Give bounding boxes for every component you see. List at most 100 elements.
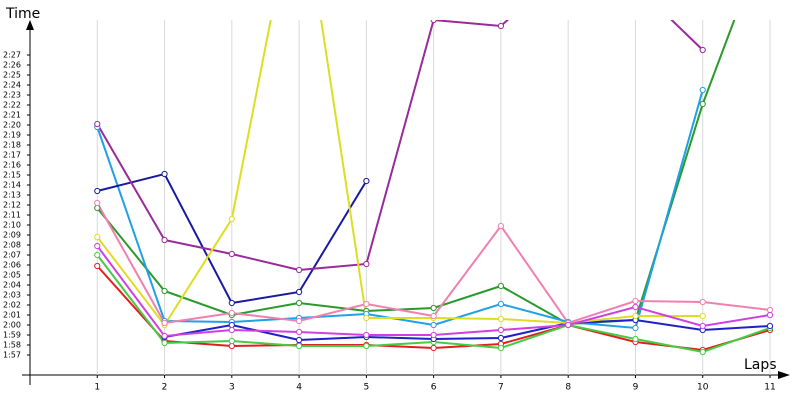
point — [699, 322, 706, 330]
point — [766, 322, 774, 330]
y-tick-label: 2:26 — [3, 61, 21, 70]
point — [228, 250, 235, 258]
point — [632, 324, 639, 332]
y-tick-label: 2:10 — [3, 221, 21, 230]
x-tick-label: 5 — [363, 383, 369, 393]
point — [699, 86, 706, 94]
y-tick-label: 2:06 — [3, 261, 21, 270]
y-tick-label: 2:21 — [3, 111, 21, 120]
point — [699, 46, 706, 54]
point — [228, 321, 235, 329]
y-tick-label: 2:24 — [3, 81, 21, 90]
point — [766, 306, 774, 314]
y-tick-label: 2:22 — [3, 101, 21, 110]
point — [228, 342, 235, 350]
point — [295, 266, 303, 274]
point — [766, 311, 774, 319]
x-tick-label: 11 — [764, 383, 775, 393]
point — [699, 298, 706, 306]
y-tick-label: 2:09 — [3, 231, 21, 240]
point — [228, 337, 235, 345]
y-tick-label: 2:03 — [3, 291, 21, 300]
y-tick-label: 2:04 — [3, 281, 21, 290]
point — [228, 309, 235, 317]
point — [632, 297, 639, 305]
point — [94, 233, 101, 241]
point — [497, 344, 505, 352]
point — [161, 170, 168, 178]
x-tick-label: 6 — [431, 383, 437, 393]
point — [430, 331, 437, 339]
point — [632, 335, 639, 343]
point — [295, 336, 303, 344]
point — [94, 120, 101, 128]
y-tick-label: 2:17 — [3, 151, 21, 160]
point — [295, 328, 303, 336]
y-tick-label: 2:20 — [3, 121, 21, 130]
x-axis-label: Laps — [744, 357, 777, 373]
x-tick-label: 8 — [565, 383, 571, 393]
series-line — [164, 318, 771, 342]
y-tick-label: 2:13 — [3, 191, 21, 200]
point — [161, 287, 168, 295]
y-tick-label: 2:02 — [3, 301, 21, 310]
point — [497, 315, 505, 323]
x-axis-arrow — [778, 371, 790, 379]
point — [228, 299, 235, 307]
point — [632, 303, 639, 311]
y-tick-label: 2:00 — [3, 321, 21, 330]
point — [363, 177, 370, 185]
point — [497, 334, 505, 342]
series-line — [96, 20, 703, 327]
point — [430, 20, 437, 24]
point — [295, 299, 303, 307]
point — [497, 282, 505, 290]
point — [94, 262, 101, 270]
x-tick-label: 3 — [229, 383, 235, 393]
point — [161, 332, 168, 340]
point — [632, 312, 639, 320]
point — [430, 312, 437, 320]
point — [699, 312, 706, 320]
point — [94, 199, 101, 207]
y-tick-label: 1:58 — [3, 341, 21, 350]
point — [161, 236, 168, 244]
x-tick-label: 4 — [296, 383, 302, 393]
point — [295, 288, 303, 296]
y-tick-label: 2:07 — [3, 251, 21, 260]
point — [430, 344, 437, 352]
x-tick-label: 7 — [498, 383, 504, 393]
y-tick-label: 2:15 — [3, 171, 21, 180]
point — [295, 317, 303, 325]
point — [363, 300, 370, 308]
y-tick-label: 1:59 — [3, 331, 21, 340]
point — [228, 326, 235, 334]
y-tick-label: 2:12 — [3, 201, 21, 210]
point — [94, 204, 101, 212]
y-tick-label: 2:27 — [3, 51, 21, 60]
y-axis-label: Time — [5, 6, 40, 22]
point — [363, 331, 370, 339]
point — [295, 342, 303, 350]
point — [161, 339, 168, 347]
point — [228, 215, 235, 223]
point — [497, 22, 505, 30]
point — [94, 242, 101, 250]
point — [94, 251, 101, 259]
point — [363, 342, 370, 350]
point — [430, 304, 437, 312]
point — [430, 321, 437, 329]
point — [497, 222, 505, 230]
y-tick-label: 2:19 — [3, 131, 21, 140]
y-axis-arrow — [26, 20, 34, 30]
x-tick-label: 10 — [697, 383, 709, 393]
y-tick-label: 2:05 — [3, 271, 21, 280]
series-line — [96, 20, 704, 272]
point — [497, 300, 505, 308]
point — [363, 260, 370, 268]
y-tick-label: 1:57 — [3, 351, 21, 360]
y-tick-label: 2:08 — [3, 241, 21, 250]
y-tick-label: 2:18 — [3, 141, 21, 150]
y-tick-label: 2:16 — [3, 161, 21, 170]
